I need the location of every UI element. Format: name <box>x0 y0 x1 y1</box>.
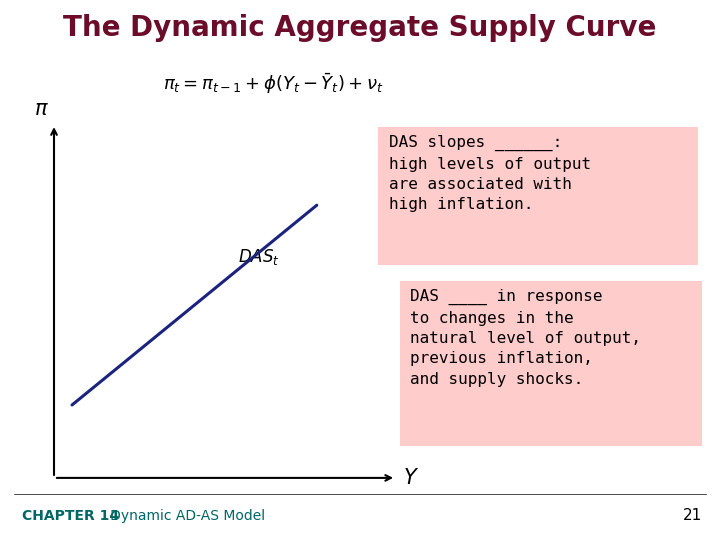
Text: DAS slopes ______:
high levels of output
are associated with
high inflation.: DAS slopes ______: high levels of output… <box>389 135 591 212</box>
Text: Dynamic AD-AS Model: Dynamic AD-AS Model <box>97 509 266 523</box>
FancyBboxPatch shape <box>378 127 698 265</box>
Text: $\pi_t = \pi_{t-1} + \phi(Y_t - \bar{Y}_t) + \nu_t$: $\pi_t = \pi_{t-1} + \phi(Y_t - \bar{Y}_… <box>163 71 384 96</box>
Text: DAS ____ in response
to changes in the
natural level of output,
previous inflati: DAS ____ in response to changes in the n… <box>410 289 642 387</box>
Text: $DAS_t$: $DAS_t$ <box>238 247 279 267</box>
Text: CHAPTER 14: CHAPTER 14 <box>22 509 119 523</box>
Text: $\pi$: $\pi$ <box>34 99 48 119</box>
Text: The Dynamic Aggregate Supply Curve: The Dynamic Aggregate Supply Curve <box>63 14 657 42</box>
FancyBboxPatch shape <box>400 281 702 446</box>
Text: $Y$: $Y$ <box>403 468 419 488</box>
Text: 21: 21 <box>683 508 702 523</box>
